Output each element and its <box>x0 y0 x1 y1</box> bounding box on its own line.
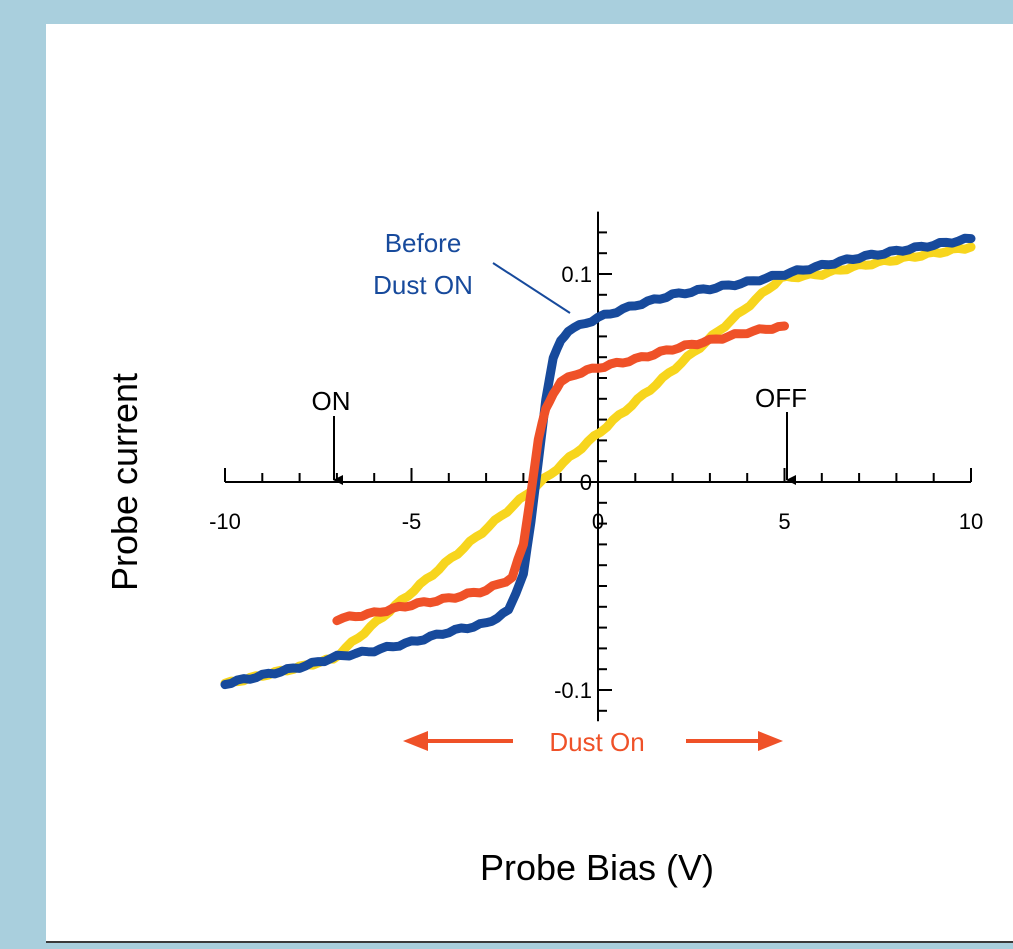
annotation-dust-on: Dust On <box>403 727 783 757</box>
slide-bottom-rule <box>46 941 1013 943</box>
x-tick-label: 5 <box>778 509 790 534</box>
annotation-before-pointer <box>492 262 571 314</box>
x-axis-title: Probe Bias (V) <box>480 847 714 888</box>
x-tick-label: -10 <box>209 509 241 534</box>
axes <box>224 211 972 722</box>
x-tick-label: 0 <box>592 509 604 534</box>
dust-on-arrow-right-head <box>758 731 783 751</box>
y-tick-label: -0.1 <box>554 678 592 703</box>
series-layer <box>220 233 976 690</box>
annotation-on-label: ON <box>312 386 351 416</box>
series-line <box>332 321 789 626</box>
annotation-before-line2: Dust ON <box>373 270 473 300</box>
annotation-before-line1: Before <box>385 228 462 258</box>
x-tick-label: 10 <box>959 509 983 534</box>
annotation-dust-on-label: Dust On <box>549 727 644 757</box>
series-line <box>220 233 976 690</box>
dust-on-arrow-left-head <box>403 731 428 751</box>
y-tick-label: 0 <box>580 470 592 495</box>
tick-labels: -10 -5 0 5 10 -0.1 0 0.1 <box>209 262 983 703</box>
y-tick-label: 0.1 <box>561 262 592 287</box>
annotations: Before Dust ON ON OFF Dust On <box>312 228 808 757</box>
series-line <box>220 242 976 688</box>
annotation-off-label: OFF <box>755 383 807 413</box>
x-tick-label: -5 <box>402 509 422 534</box>
y-axis-title: Probe current <box>104 373 145 591</box>
